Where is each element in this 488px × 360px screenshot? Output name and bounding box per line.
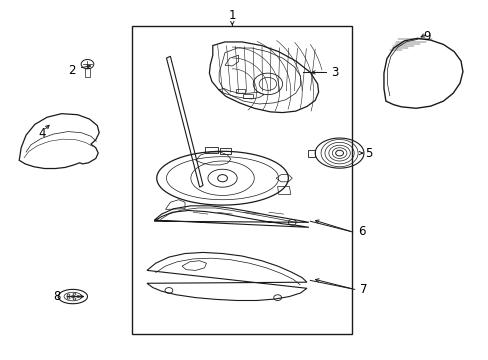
Text: 3: 3 — [330, 66, 338, 79]
Text: 4: 4 — [39, 127, 46, 140]
Text: 8: 8 — [53, 290, 61, 303]
Text: 5: 5 — [365, 147, 372, 159]
Text: 1: 1 — [228, 9, 236, 22]
Text: 7: 7 — [360, 283, 367, 296]
Text: 2: 2 — [67, 64, 75, 77]
Text: 6: 6 — [357, 225, 365, 238]
Text: 9: 9 — [423, 30, 430, 43]
Bar — [243, 94, 252, 98]
Bar — [235, 89, 245, 93]
Bar — [132, 26, 351, 334]
